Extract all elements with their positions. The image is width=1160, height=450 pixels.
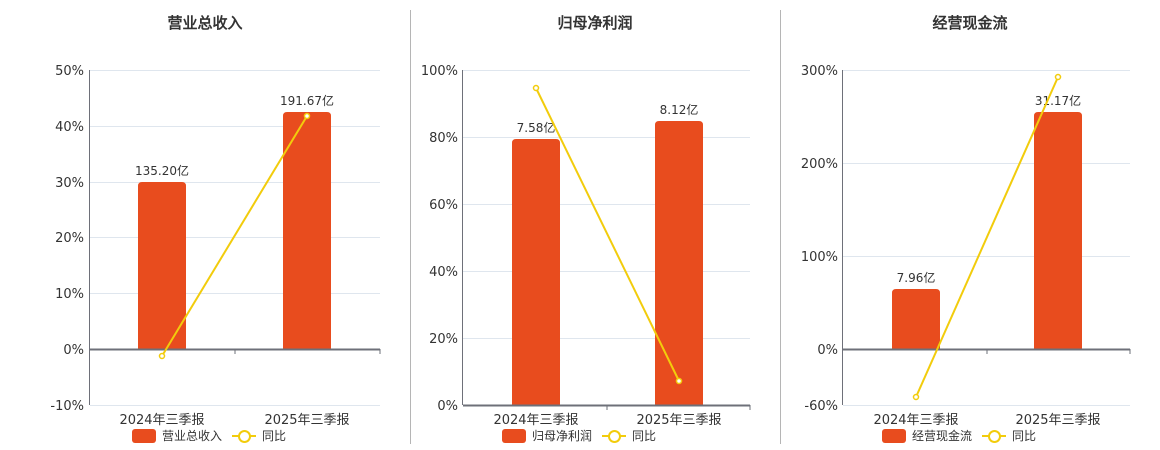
y-tick-label: 300% — [801, 64, 838, 79]
bar-value-label: 7.96亿 — [897, 270, 936, 285]
legend-bar-swatch[interactable] — [502, 428, 526, 443]
chart-panel-cash-flow: 经营现金流 300% 200% 100% 0% -60% 7. — [780, 0, 1160, 450]
legend-line-label[interactable]: 同比 — [1012, 429, 1037, 443]
legend-line-swatch-icon[interactable] — [232, 429, 257, 443]
yoy-line — [161, 115, 308, 357]
y-tick-label: 40% — [55, 120, 84, 135]
bar-2024[interactable] — [138, 182, 186, 349]
y-tick-label: -60% — [804, 399, 838, 414]
yoy-point[interactable] — [532, 84, 540, 92]
x-tick-label: 2025年三季报 — [1015, 413, 1100, 428]
yoy-point[interactable] — [1054, 73, 1062, 81]
chart-panel-net-profit: 归母净利润 100% 80% 60% 40% 20% 0% — [410, 0, 780, 450]
chart-title: 营业总收入 — [167, 14, 243, 32]
legend-bar-swatch[interactable] — [132, 428, 156, 443]
legend-bar-swatch[interactable] — [882, 428, 906, 443]
yoy-point[interactable] — [303, 112, 311, 120]
y-tick-label: 100% — [421, 64, 458, 79]
bar-2024[interactable] — [892, 289, 940, 349]
yoy-line — [915, 76, 1059, 398]
bar-2024[interactable] — [512, 139, 560, 405]
y-tick-label: 50% — [55, 64, 84, 79]
y-tick-label: 200% — [801, 157, 838, 172]
y-tick-label: -10% — [50, 399, 84, 414]
legend-line-label[interactable]: 同比 — [632, 429, 657, 443]
yoy-point[interactable] — [158, 352, 166, 360]
panel-divider — [410, 10, 411, 444]
x-tick-label: 2024年三季报 — [873, 413, 958, 428]
chart-net-profit-plot: 100% 80% 60% 40% 20% 0% 7.58亿 8.12亿 2024… — [421, 64, 751, 428]
legend: 经营现金流 同比 — [882, 427, 1036, 444]
x-tick-label: 2025年三季报 — [264, 413, 349, 428]
yoy-point[interactable] — [912, 393, 920, 401]
bar-2025[interactable] — [1034, 112, 1082, 349]
y-tick-label: 20% — [55, 231, 84, 246]
legend-bar-label[interactable]: 经营现金流 — [912, 429, 973, 443]
bar-value-label: 7.58亿 — [517, 120, 556, 135]
legend-line-swatch-icon[interactable] — [602, 429, 627, 443]
x-tick-label: 2024年三季报 — [119, 413, 204, 428]
y-tick-label: 100% — [801, 250, 838, 265]
y-tick-label: 60% — [429, 198, 458, 213]
bar-value-label: 191.67亿 — [280, 93, 334, 108]
legend-line-swatch-icon[interactable] — [982, 429, 1007, 443]
y-tick-label: 80% — [429, 131, 458, 146]
panel-divider — [780, 10, 781, 444]
chart-cash-flow-plot: 300% 200% 100% 0% -60% 7.96亿 31.17亿 2024… — [801, 64, 1131, 428]
y-tick-label: 0% — [437, 399, 458, 414]
y-tick-label: 40% — [429, 265, 458, 280]
chart-title: 归母净利润 — [557, 14, 633, 32]
chart-revenue-plot: 50% 40% 30% 20% 10% 0% -10% 135.20亿 191.… — [50, 64, 381, 428]
yoy-line — [535, 87, 680, 382]
x-tick-label: 2024年三季报 — [493, 413, 578, 428]
x-tick-label: 2025年三季报 — [636, 413, 721, 428]
bar-value-label: 31.17亿 — [1035, 93, 1081, 108]
yoy-point[interactable] — [675, 377, 683, 385]
chart-panel-revenue: 营业总收入 50% 40% 30% 20% 10% 0% -10% — [0, 0, 410, 450]
legend-bar-label[interactable]: 营业总收入 — [162, 429, 223, 443]
bar-2025[interactable] — [655, 121, 703, 405]
legend-line-label[interactable]: 同比 — [262, 429, 287, 443]
bar-2025[interactable] — [283, 112, 331, 349]
bar-value-label: 135.20亿 — [135, 163, 189, 178]
legend: 归母净利润 同比 — [502, 427, 656, 444]
chart-title: 经营现金流 — [932, 14, 1008, 32]
y-tick-label: 20% — [429, 332, 458, 347]
y-tick-label: 0% — [63, 343, 84, 358]
y-tick-label: 30% — [55, 176, 84, 191]
legend: 营业总收入 同比 — [132, 427, 286, 444]
legend-bar-label[interactable]: 归母净利润 — [532, 429, 593, 443]
bar-value-label: 8.12亿 — [660, 102, 699, 117]
y-tick-label: 10% — [55, 287, 84, 302]
y-tick-label: 0% — [817, 343, 838, 358]
